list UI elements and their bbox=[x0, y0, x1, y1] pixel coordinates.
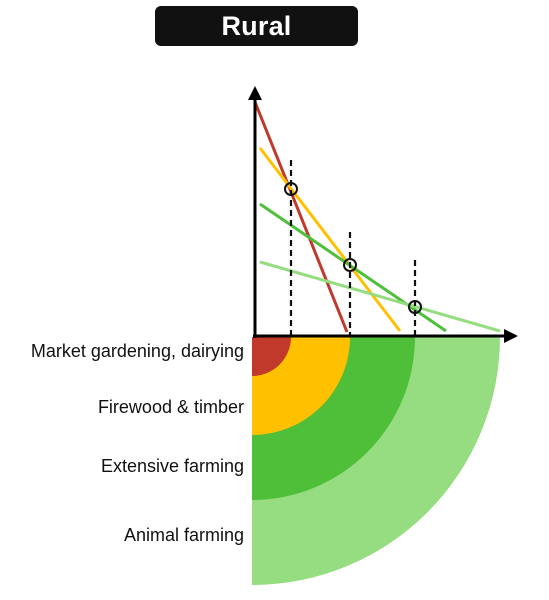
bid-rent-line-animal-farming bbox=[259, 260, 501, 333]
title-badge: Rural bbox=[155, 6, 358, 46]
zone-ring-market-gardening bbox=[252, 337, 291, 376]
zone-label-animal-farming: Animal farming bbox=[123, 525, 244, 545]
zone-label-firewood-timber: Firewood & timber bbox=[97, 397, 244, 417]
y-axis-arrowhead bbox=[248, 86, 262, 100]
zone-label-market-gardening: Market gardening, dairying bbox=[30, 341, 244, 361]
intersection-marker bbox=[343, 258, 357, 272]
diagram-title: Rural bbox=[221, 10, 292, 41]
bid-rent-line-market-gardening bbox=[253, 101, 349, 333]
x-axis-arrowhead bbox=[504, 329, 518, 343]
intersection-marker bbox=[284, 182, 298, 196]
intersection-marker bbox=[408, 300, 422, 314]
bid-rent-line-firewood-timber bbox=[258, 147, 402, 332]
zone-label-extensive-farming: Extensive farming bbox=[100, 456, 244, 476]
